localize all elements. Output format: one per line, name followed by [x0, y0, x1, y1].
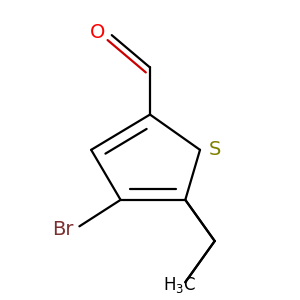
Text: O: O	[90, 23, 105, 42]
Text: Br: Br	[52, 220, 74, 239]
Text: S: S	[209, 140, 221, 159]
Text: $\mathdefault{H_3C}$: $\mathdefault{H_3C}$	[163, 274, 196, 295]
